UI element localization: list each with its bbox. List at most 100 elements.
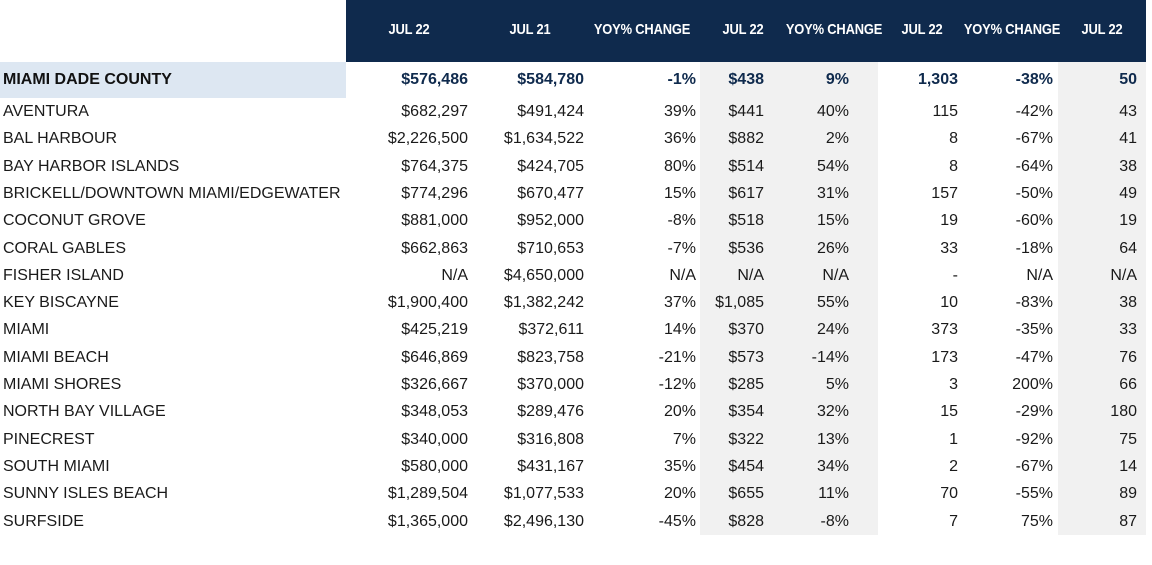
cell-sales-yoy: -67% [1015, 130, 1053, 148]
table-row: MIAMI SHORES $326,667 $370,000 -12% $285 5% 3 2… [0, 371, 1152, 398]
cell-sales-yoy: -35% [1015, 321, 1053, 339]
cell-sales: 1 [949, 430, 958, 448]
cell-median-price-yoy: 36% [663, 130, 696, 148]
cell-price-per-sqft-yoy: 11% [818, 485, 849, 503]
cell-median-price-jul22: $774,296 [401, 184, 468, 202]
cell-median-price-jul22: $1,900,400 [387, 294, 468, 312]
cell-median-price-jul22: $326,667 [401, 376, 468, 393]
cell-median-price-yoy: -45% [658, 512, 696, 530]
row-area-name: SOUTH MIAMI [3, 457, 110, 475]
cell-price-per-sqft-yoy: 24% [816, 321, 849, 339]
row-area-name: AVENTURA [3, 103, 89, 120]
row-area-name: BRICKELL/DOWNTOWN MIAMI/EDGEWATER [3, 184, 341, 202]
header-cell: JUL 21 [509, 21, 551, 38]
cell-days-on-market: 14 [1119, 457, 1137, 475]
cell-sales: 33 [940, 239, 958, 257]
cell-sales: 1,303 [917, 71, 958, 88]
table-row: BAL HARBOUR $2,226,500 $1,634,522 36% $882 2%… [0, 125, 1152, 152]
cell-price-per-sqft-yoy: 9% [825, 71, 849, 88]
cell-median-price-jul21: $289,476 [517, 403, 584, 421]
table-row: SURFSIDE $1,365,000 $2,496,130 -45% $828 -8% 7… [0, 508, 1152, 535]
cell-median-price-jul22: $1,365,000 [387, 512, 468, 530]
cell-sales-yoy: -64% [1015, 157, 1053, 175]
cell-price-per-sqft: $1,085 [715, 294, 764, 312]
table-row: KEY BISCAYNE $1,900,400 $1,382,242 37% $1,08… [0, 289, 1152, 316]
cell-sales: 3 [949, 376, 958, 393]
cell-price-per-sqft-yoy: 2% [825, 130, 849, 148]
row-area-name: COCONUT GROVE [3, 212, 146, 230]
row-area-name: CORAL GABLES [3, 239, 127, 257]
cell-median-price-yoy: 35% [663, 457, 696, 475]
cell-price-per-sqft-yoy: 40% [816, 103, 849, 120]
table-row: COCONUT GROVE $881,000 $952,000 -8% $518 15% 1… [0, 207, 1152, 234]
cell-price-per-sqft: $514 [728, 157, 764, 175]
cell-median-price-jul22: $682,297 [401, 103, 468, 120]
header-cell: YOY% CHANGE [785, 21, 883, 38]
cell-median-price-yoy: 14% [663, 321, 696, 339]
cell-sales-yoy: -67% [1015, 457, 1053, 475]
cell-median-price-jul22: $425,219 [401, 321, 468, 339]
cell-sales-yoy: -50% [1015, 184, 1053, 202]
cell-price-per-sqft-yoy: 13% [816, 430, 849, 448]
cell-days-on-market: 19 [1119, 212, 1137, 230]
cell-days-on-market: 33 [1119, 321, 1137, 339]
cell-price-per-sqft: $828 [728, 512, 764, 530]
cell-median-price-jul21: $372,611 [518, 321, 584, 339]
cell-price-per-sqft: $573 [728, 348, 764, 366]
table-row: PINECREST $340,000 $316,808 7% $322 13% 1 -92% 7… [0, 426, 1152, 453]
cell-sales-yoy: -38% [1015, 71, 1053, 88]
cell-sales-yoy: -83% [1015, 294, 1053, 312]
cell-price-per-sqft: $655 [728, 485, 764, 503]
row-area-name: SURFSIDE [3, 512, 84, 530]
header-cell: YOY% CHANGE [963, 21, 1061, 38]
table-row: BRICKELL/DOWNTOWN MIAMI/EDGEWATER $774,29… [0, 180, 1152, 207]
cell-median-price-jul22: $646,869 [401, 348, 468, 366]
cell-median-price-yoy: 37% [663, 294, 696, 312]
cell-median-price-jul22: $764,375 [401, 157, 468, 175]
cell-median-price-jul22: $348,053 [401, 403, 468, 421]
cell-median-price-jul21: $1,634,522 [503, 130, 584, 148]
cell-median-price-jul22: $580,000 [401, 457, 468, 475]
cell-price-per-sqft: $454 [728, 457, 764, 475]
table-row: AVENTURA $682,297 $491,424 39% $441 40% 115 -42… [0, 98, 1152, 125]
cell-sales-yoy: -92% [1015, 430, 1053, 448]
cell-sales: - [952, 266, 958, 284]
cell-median-price-jul21: $424,705 [517, 157, 584, 175]
cell-median-price-jul21: $710,653 [517, 239, 584, 257]
cell-sales-yoy: -55% [1015, 485, 1053, 503]
cell-sales-yoy: 75% [1020, 512, 1053, 530]
cell-days-on-market: 76 [1119, 348, 1137, 366]
cell-days-on-market: 50 [1119, 71, 1137, 88]
table-row: MIAMI BEACH $646,869 $823,758 -21% $573 -14% 1… [0, 344, 1152, 371]
cell-price-per-sqft: $882 [728, 130, 764, 148]
cell-days-on-market: 89 [1119, 485, 1137, 503]
column-shading-price-per-sqft [700, 62, 790, 535]
table-row: NORTH BAY VILLAGE $348,053 $289,476 20% $354… [0, 398, 1152, 425]
cell-sales-yoy: -18% [1015, 239, 1053, 257]
cell-days-on-market: 43 [1119, 103, 1137, 120]
cell-price-per-sqft: N/A [737, 266, 764, 284]
cell-price-per-sqft-yoy: 34% [816, 457, 849, 475]
cell-price-per-sqft-yoy: N/A [822, 266, 849, 284]
header-cell: YOY% CHANGE [593, 21, 691, 38]
cell-median-price-jul21: $584,780 [517, 71, 584, 88]
cell-median-price-yoy: -7% [667, 239, 696, 257]
row-area-name: NORTH BAY VILLAGE [3, 403, 166, 421]
cell-median-price-jul21: $431,167 [517, 457, 584, 475]
cell-median-price-jul22: $340,000 [401, 430, 468, 448]
cell-sales-yoy: -42% [1015, 103, 1053, 120]
cell-price-per-sqft: $322 [728, 430, 764, 448]
cell-median-price-jul21: $316,808 [517, 430, 584, 448]
cell-sales: 7 [949, 512, 958, 530]
cell-days-on-market: 41 [1119, 130, 1137, 148]
row-area-name: MIAMI [3, 321, 50, 339]
cell-sales: 15 [940, 403, 958, 421]
cell-sales: 173 [931, 348, 958, 366]
row-area-name: BAY HARBOR ISLANDS [3, 157, 180, 175]
cell-sales-yoy: -60% [1015, 212, 1053, 230]
cell-sales: 19 [940, 212, 958, 230]
cell-median-price-jul21: $952,000 [517, 212, 584, 230]
table-header: JUL 22 JUL 21 YOY% CHANGE JUL 22 YOY% CH… [346, 0, 1146, 62]
cell-price-per-sqft-yoy: 5% [825, 376, 849, 393]
table-row: SUNNY ISLES BEACH $1,289,504 $1,077,533 20%… [0, 480, 1152, 507]
